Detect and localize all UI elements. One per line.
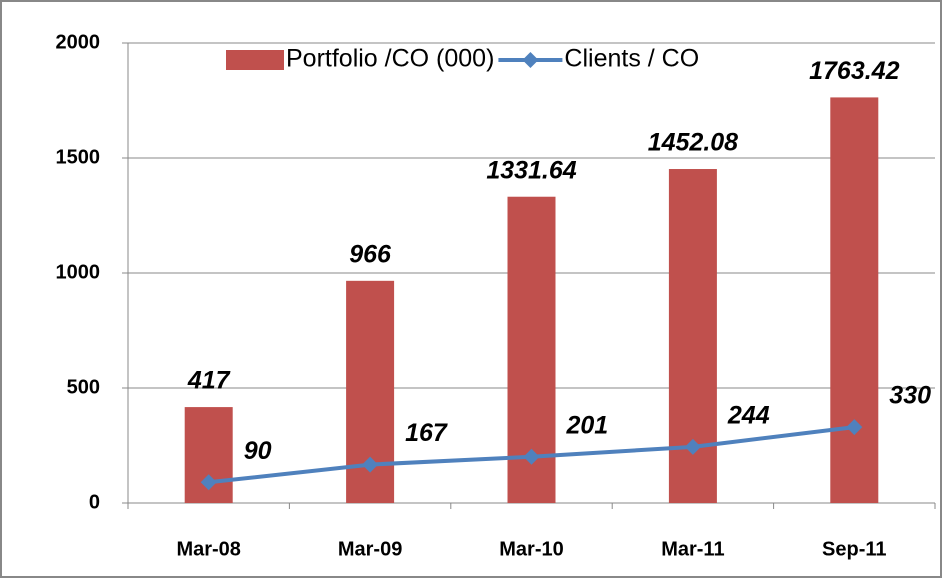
- x-tick-label: Sep-11: [822, 538, 886, 560]
- legend-marker: [522, 52, 539, 68]
- marker: [846, 419, 863, 436]
- legend-swatch: [226, 50, 284, 70]
- marker: [684, 438, 701, 455]
- data-label: 966: [349, 240, 392, 268]
- y-tick-label: 0: [89, 491, 100, 513]
- data-label: 1763.42: [809, 57, 899, 85]
- y-tick-label: 500: [67, 376, 100, 398]
- data-label: 330: [889, 382, 931, 410]
- y-tick-label: 2000: [56, 31, 101, 53]
- data-label: 1331.64: [486, 156, 576, 184]
- x-tick-label: Mar-09: [338, 538, 402, 560]
- data-label: 417: [187, 367, 231, 395]
- legend-label: Clients / CO: [564, 45, 699, 73]
- data-label: 244: [727, 401, 770, 429]
- y-tick-label: 1000: [56, 261, 101, 283]
- data-label: 90: [244, 437, 272, 465]
- data-label: 1452.08: [648, 129, 738, 157]
- marker: [362, 456, 379, 473]
- y-tick-label: 1500: [56, 146, 101, 168]
- marker: [200, 474, 217, 491]
- data-label: 167: [405, 419, 448, 447]
- x-tick-label: Mar-10: [499, 538, 563, 560]
- legend-label: Portfolio /CO (000): [286, 45, 494, 73]
- marker: [523, 448, 540, 465]
- data-label: 201: [566, 411, 609, 439]
- x-tick-label: Mar-08: [176, 538, 240, 560]
- bar: [830, 97, 879, 504]
- x-tick-label: Mar-11: [661, 538, 724, 560]
